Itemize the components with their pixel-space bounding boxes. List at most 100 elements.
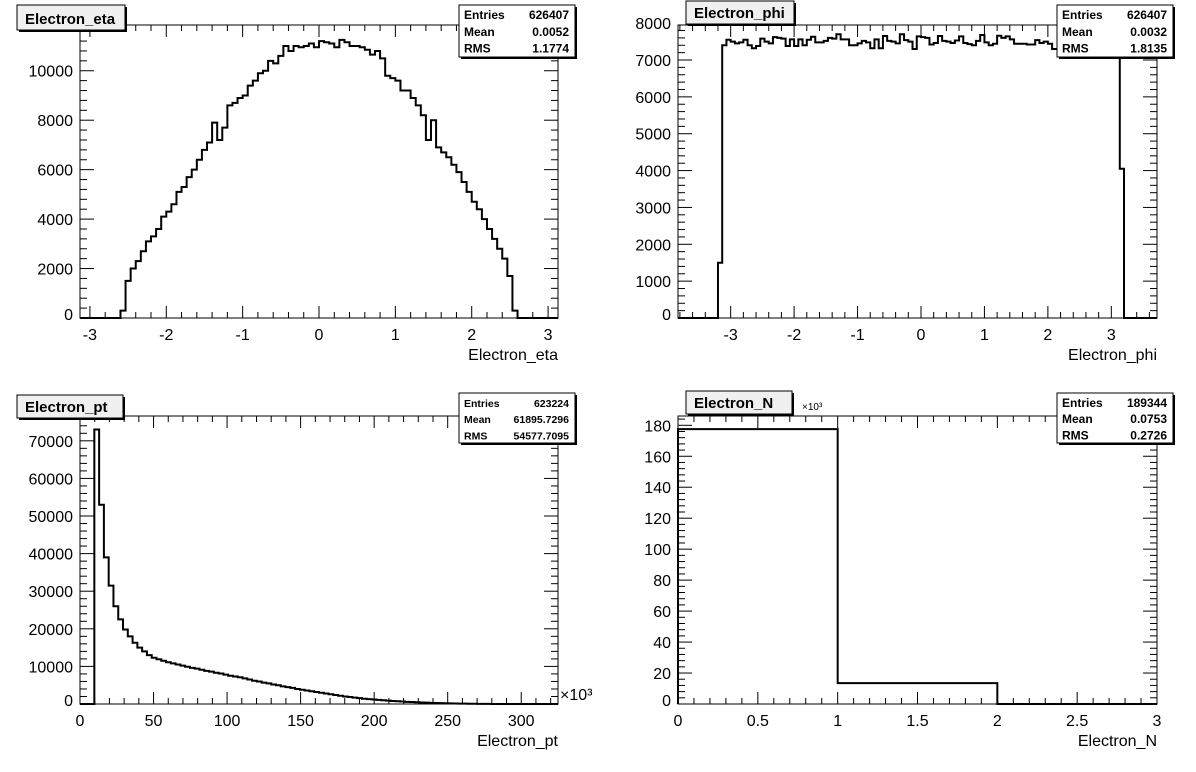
histogram-bin xyxy=(200,670,205,704)
y-tick-label: 6000 xyxy=(635,90,671,107)
histogram-bin xyxy=(247,680,252,704)
histogram-bin xyxy=(803,45,807,318)
histogram-bin xyxy=(968,44,972,318)
stats-value: 54577.7095 xyxy=(514,430,570,442)
y-tick-label: 20000 xyxy=(29,622,74,639)
stats-value: 0.2726 xyxy=(1130,428,1167,442)
histogram-bin xyxy=(951,43,955,318)
x-axis-title: Electron_N xyxy=(1078,733,1157,750)
histogram-bins xyxy=(94,430,505,704)
histogram-bin xyxy=(202,150,207,318)
histogram-bin xyxy=(1039,43,1043,318)
histogram-bin xyxy=(487,229,492,318)
x-tick-label: 0 xyxy=(917,327,926,344)
histogram-bin xyxy=(896,43,900,318)
y-tick-label: 20 xyxy=(653,666,671,683)
histogram-bin xyxy=(925,38,929,318)
histogram-bin xyxy=(365,50,370,318)
histogram-bin xyxy=(832,39,836,318)
histogram-bin xyxy=(252,681,257,704)
histogram-bin xyxy=(874,39,878,318)
histogram-bin xyxy=(773,37,777,318)
histogram-bin xyxy=(253,81,258,318)
histogram-bin xyxy=(223,675,228,704)
histogram-bin xyxy=(1082,42,1086,318)
histogram-bin xyxy=(441,152,446,318)
y-tick-label: 100 xyxy=(644,542,671,559)
histogram-bin xyxy=(262,683,267,704)
histogram-bin xyxy=(228,676,233,704)
histogram-bin xyxy=(819,42,823,318)
histogram-bins xyxy=(120,40,517,318)
histogram-bin xyxy=(870,48,874,318)
y-tick-label: 60000 xyxy=(29,471,74,488)
stats-label: Mean xyxy=(464,414,491,426)
histogram-bin xyxy=(1094,41,1098,318)
pad-electron-phi: -3 -2 -1 0 1 2 3 0 1000 2000 3000 4000 5000 6000 7000 8… xyxy=(635,0,1175,364)
histogram-bin xyxy=(171,204,176,318)
histogram-bin xyxy=(1111,43,1115,318)
stats-box: Entries 626407 Mean 0.0052 RMS 1.1774 xyxy=(458,4,577,59)
histogram-bin xyxy=(288,51,293,318)
histogram-bin xyxy=(1006,36,1010,318)
histogram-bin xyxy=(756,46,760,318)
histogram-bin xyxy=(416,105,421,318)
histogram-bin xyxy=(273,63,278,318)
histogram-bin xyxy=(862,41,866,318)
x-tick-label: 200 xyxy=(361,713,388,730)
histogram-bin xyxy=(309,44,314,318)
histogram-bin xyxy=(938,36,942,318)
x-tick-label: -1 xyxy=(850,327,864,344)
y-tick-label: 8000 xyxy=(635,16,671,33)
stats-label: RMS xyxy=(1062,428,1089,442)
y-tick-label: 3000 xyxy=(635,200,671,217)
stats-value: 0.0753 xyxy=(1130,412,1167,426)
histogram-bin xyxy=(492,239,497,318)
histogram-bin xyxy=(904,40,908,318)
histogram-bin xyxy=(760,39,764,318)
histogram-bin xyxy=(462,182,467,318)
title-box xyxy=(16,394,124,419)
stats-box-frame xyxy=(1056,392,1174,444)
x-tick-label: -3 xyxy=(83,327,97,344)
histogram-bin xyxy=(456,172,461,318)
histogram-bin xyxy=(824,41,828,318)
histogram-bin xyxy=(838,683,998,704)
y-tick-label: 7000 xyxy=(635,53,671,70)
histogram-bin xyxy=(929,45,933,318)
histogram-bin xyxy=(295,689,300,704)
histogram-bin xyxy=(421,115,426,318)
histogram-bin xyxy=(232,103,237,318)
histogram-bin xyxy=(187,177,192,318)
histogram-line xyxy=(677,428,1157,705)
histogram-bin xyxy=(849,45,853,318)
x-tick-label: 100 xyxy=(214,713,241,730)
histogram-bin xyxy=(1103,42,1107,318)
histogram-bin xyxy=(764,42,768,318)
histogram-bin xyxy=(735,43,739,318)
histogram-bin xyxy=(1035,40,1039,318)
histogram-bin xyxy=(794,46,798,318)
histogram-bin xyxy=(997,36,1001,318)
histogram-bin xyxy=(836,34,840,318)
y-tick-label: 2000 xyxy=(37,262,73,279)
plot-frame xyxy=(79,415,559,705)
histogram-bin xyxy=(989,45,993,318)
histogram-bin xyxy=(980,35,984,318)
histogram-bin xyxy=(467,192,472,318)
y-tick-label: 120 xyxy=(644,511,671,528)
y-tick-label: 180 xyxy=(644,418,671,435)
histogram-bin xyxy=(934,43,938,318)
y-tick-label: 6000 xyxy=(37,163,73,180)
stats-box-frame xyxy=(458,4,576,58)
histogram-bin xyxy=(972,45,976,318)
histogram-bin xyxy=(426,140,431,318)
x-tick-label: 1 xyxy=(391,327,400,344)
histogram-bin xyxy=(222,128,227,318)
histogram-bin xyxy=(807,40,811,318)
stats-label: RMS xyxy=(464,42,491,56)
histogram-bin xyxy=(769,43,773,318)
histogram-bin xyxy=(400,91,405,318)
histogram-bin xyxy=(151,236,156,318)
